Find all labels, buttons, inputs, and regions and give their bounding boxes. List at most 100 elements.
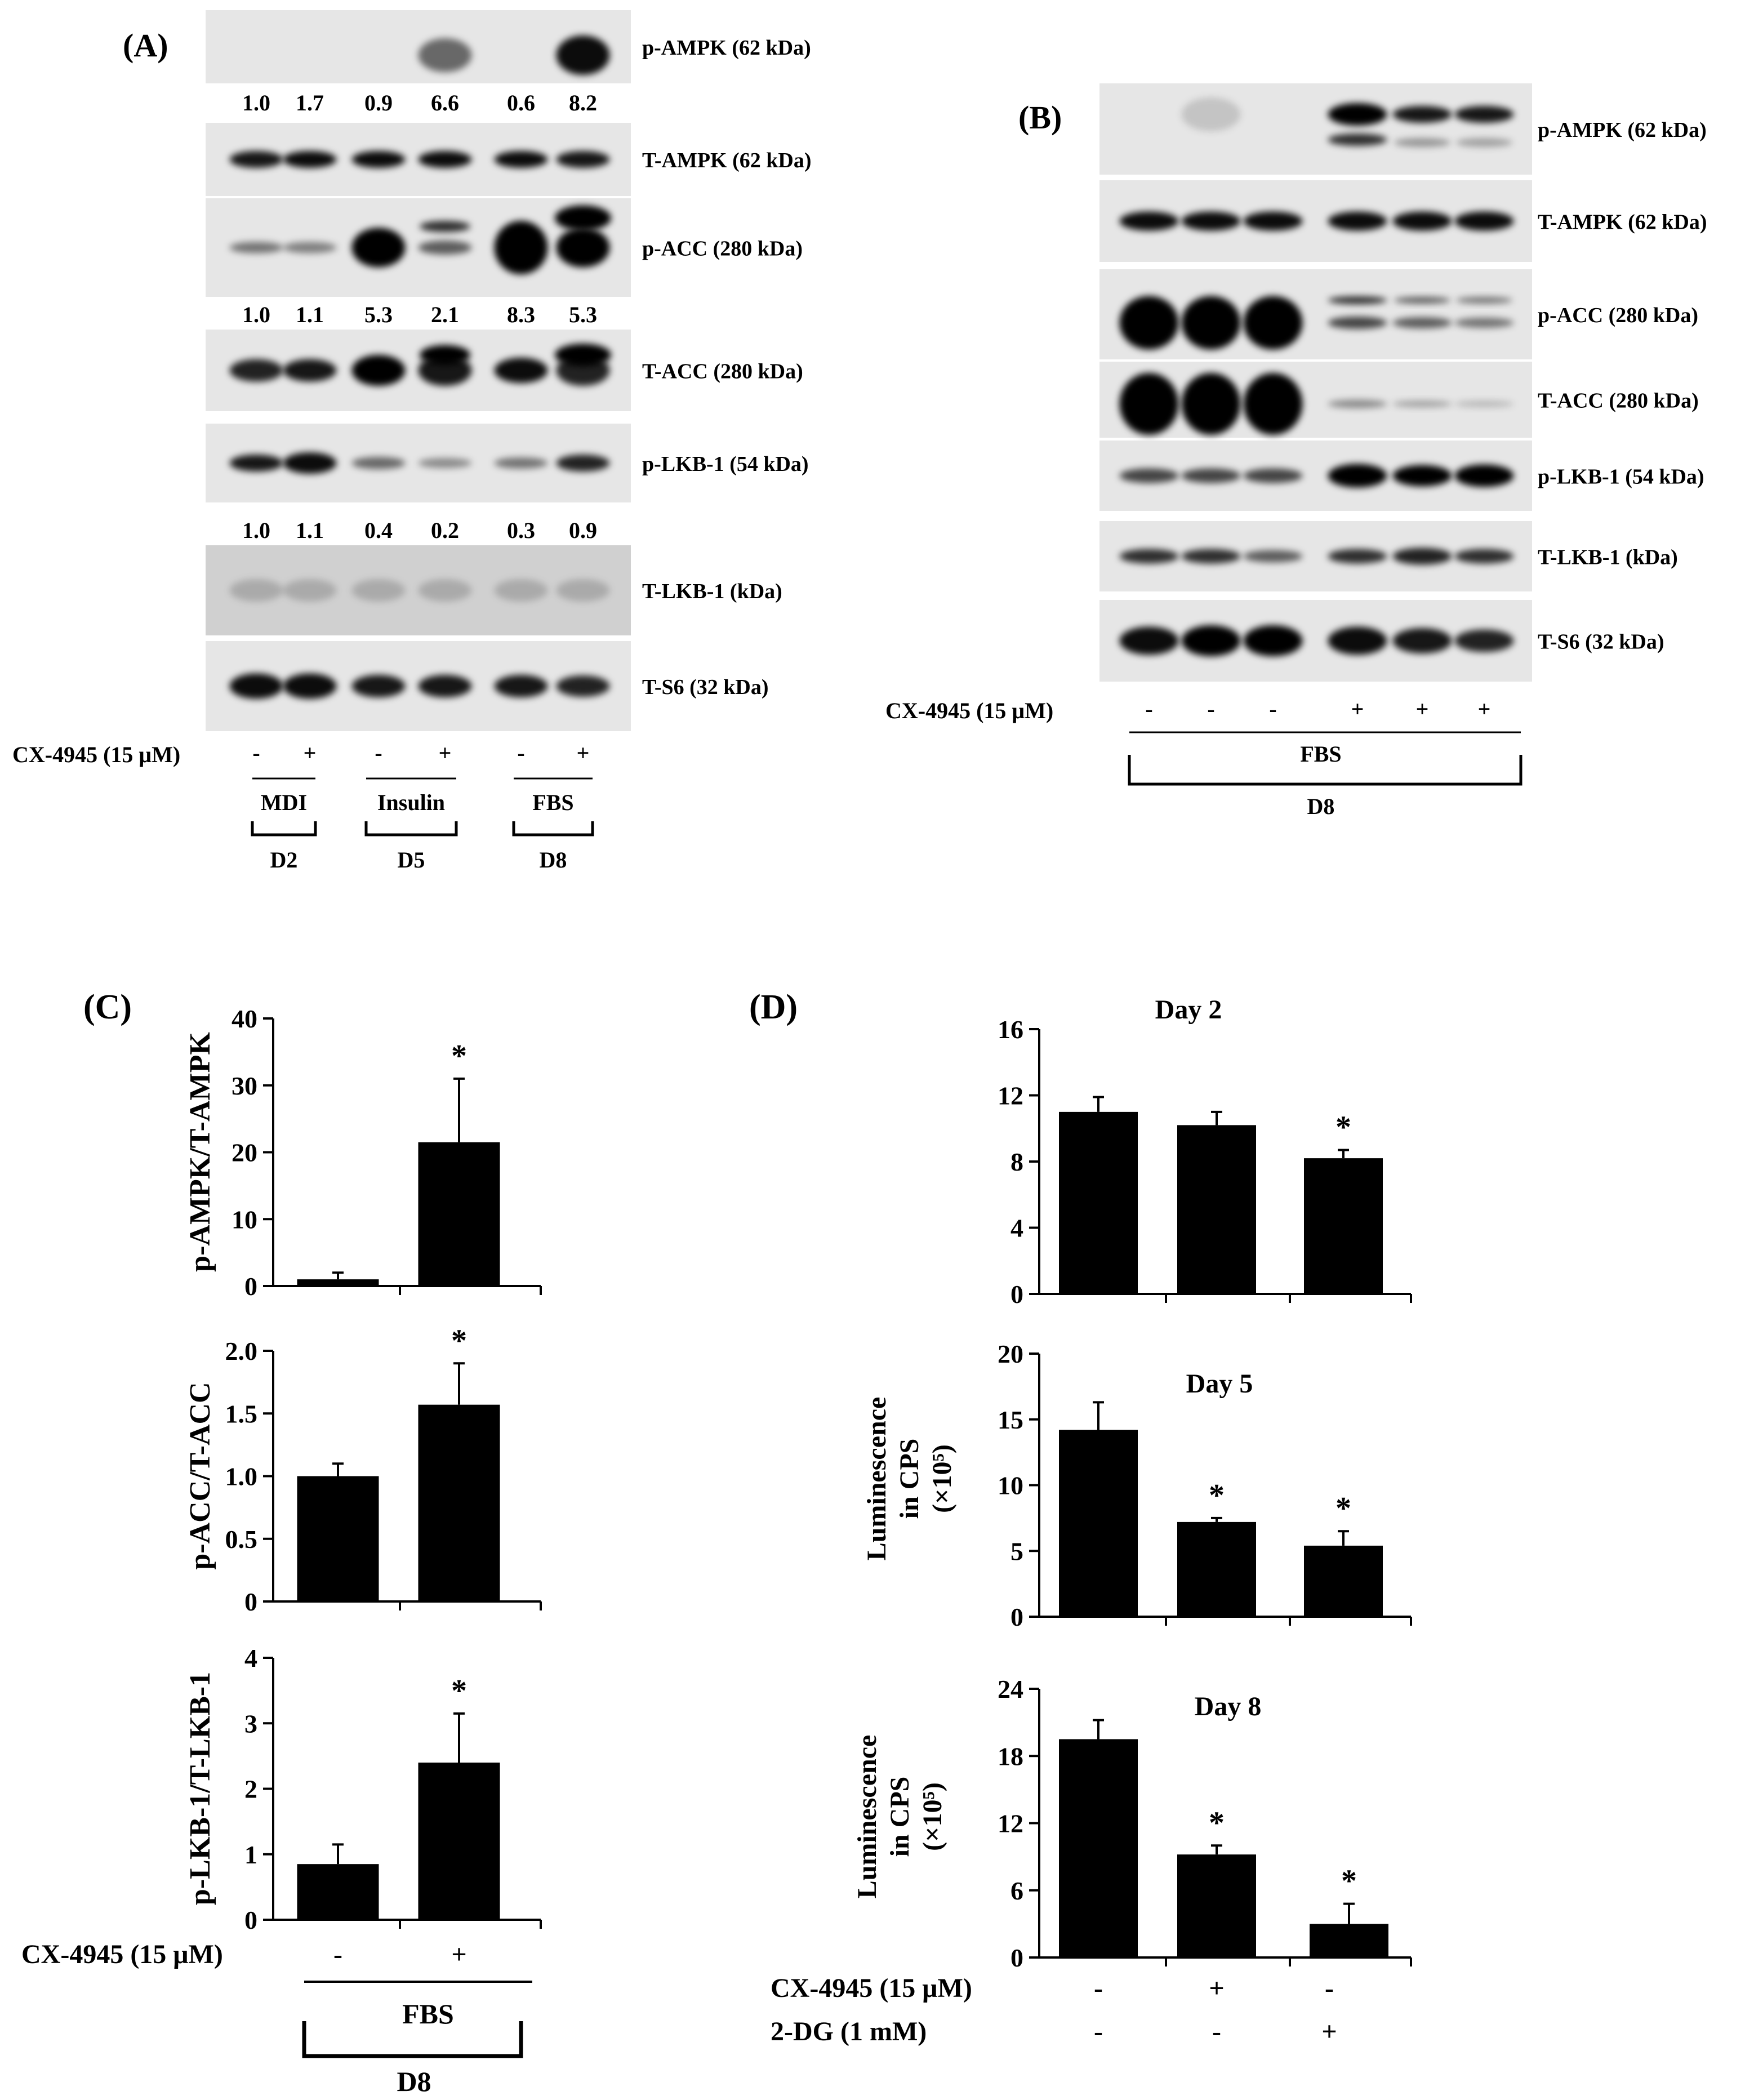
significance-marker: *: [1335, 1110, 1351, 1145]
significance-marker: *: [1209, 1805, 1225, 1840]
blot-strip-5: [1099, 441, 1532, 511]
band: [283, 673, 337, 699]
blot-strip-4: [206, 330, 631, 411]
y-tick-label: 15: [998, 1405, 1023, 1434]
band: [1328, 211, 1387, 231]
panel-a-label: (A): [123, 27, 168, 64]
day-label: D8: [540, 847, 567, 873]
y-tick-label: 20: [232, 1138, 257, 1167]
band: [1392, 548, 1452, 565]
bar: [418, 1142, 500, 1286]
bar-chart-4: 0 4 8 12 16 * Day 2: [998, 995, 1412, 1309]
band: [229, 242, 283, 253]
significance-marker: *: [451, 1323, 467, 1358]
condition-label: FBS: [1300, 741, 1341, 767]
band: [1243, 211, 1303, 231]
panel-b-western-blot: (B) p-AMPK (62 kDa) T-AMPK (62 kDa) p-ACC …: [885, 83, 1707, 819]
bar: [1177, 1521, 1256, 1617]
panel-d-2dg-label: 2-DG (1 mM): [771, 2017, 927, 2046]
band: [494, 358, 548, 383]
band: [1243, 468, 1303, 483]
y-tick-label: 20: [998, 1340, 1023, 1368]
significance-marker: *: [1335, 1491, 1351, 1526]
band: [1119, 468, 1179, 483]
treatment-sign: +: [1321, 2017, 1337, 2046]
panel-c-bar-charts: (C) 010203040*p-AMPK/T-AMPK00.51.01.52.0…: [21, 988, 542, 2097]
band: [494, 675, 548, 697]
treatment-sign: +: [1478, 696, 1491, 722]
y-tick-label: 0: [244, 1272, 257, 1301]
band: [556, 579, 610, 602]
band: [418, 38, 472, 72]
y-tick-label: 1.0: [225, 1462, 258, 1491]
band: [1392, 211, 1452, 231]
band: [1181, 468, 1241, 483]
y-tick-label: 1.5: [225, 1399, 258, 1428]
panel-b-blot-strips: [1099, 83, 1532, 682]
band: [555, 344, 611, 366]
densitometry-value: 5.3: [364, 302, 393, 327]
band: [1119, 211, 1179, 231]
blot-row-label: p-LKB-1 (54 kDa): [1538, 465, 1704, 489]
treatment-sign: -: [375, 740, 382, 766]
band: [229, 579, 283, 602]
band: [556, 455, 610, 471]
panel-d-label: (D): [749, 988, 798, 1026]
treatment-sign: -: [1207, 696, 1214, 722]
blot-row-label: p-ACC (280 kDa): [1538, 304, 1698, 327]
y-tick-label: 16: [998, 1015, 1023, 1044]
band: [229, 455, 283, 471]
band: [556, 228, 610, 268]
band: [494, 457, 548, 469]
y-tick-label: 4: [244, 1644, 257, 1672]
band: [351, 228, 406, 268]
blot-row-label: T-ACC (280 kDa): [642, 360, 803, 384]
band: [1392, 628, 1452, 653]
panel-b-label: (B): [1018, 99, 1062, 136]
band: [283, 452, 337, 474]
band: [1181, 625, 1241, 656]
densitometry-value: 2.1: [431, 302, 459, 327]
y-tick-label: 4: [1010, 1214, 1023, 1243]
blot-row-label: T-ACC (280 kDa): [1538, 389, 1699, 413]
blot-strip-7: [1099, 600, 1532, 682]
densitometry-value: 1.1: [296, 518, 324, 543]
panel-a-blot-strips: [206, 10, 631, 731]
y-tick-label: 5: [1010, 1537, 1023, 1565]
band: [283, 359, 337, 382]
treatment-sign: +: [1209, 1973, 1224, 2003]
y-tick-label: 0: [244, 1587, 257, 1616]
bar: [297, 1279, 379, 1286]
band: [1181, 296, 1241, 350]
band: [494, 221, 548, 274]
band: [1243, 625, 1303, 656]
y-tick-label: 40: [232, 1004, 257, 1033]
band: [1328, 134, 1387, 146]
y-axis-label: p-LKB-1/T-LKB-1: [184, 1672, 216, 1905]
blot-row-label: p-LKB-1 (54 kDa): [642, 452, 809, 476]
group-bracket: [512, 821, 594, 837]
blot-strip-1: [1099, 83, 1532, 175]
condition-label: MDI: [261, 790, 307, 815]
group-bracket: [364, 821, 458, 837]
band: [1243, 296, 1303, 350]
band: [351, 675, 406, 697]
blot-strip-7: [206, 641, 631, 731]
y-tick-label: 2: [244, 1775, 257, 1804]
band: [283, 151, 337, 168]
y-axis-label: in CPS: [894, 1439, 924, 1519]
blot-row-label: T-AMPK (62 kDa): [1538, 211, 1707, 234]
treatment-sign: +: [439, 740, 452, 766]
band: [229, 673, 283, 699]
y-tick-label: 6: [1010, 1876, 1023, 1905]
band: [229, 151, 283, 168]
bar: [1304, 1545, 1383, 1617]
blot-row-label: T-AMPK (62 kDa): [642, 149, 811, 172]
significance-marker: *: [1341, 1864, 1357, 1899]
y-tick-label: 12: [998, 1809, 1023, 1838]
y-tick-label: 12: [998, 1082, 1023, 1110]
band: [1181, 549, 1241, 564]
band: [1328, 399, 1387, 408]
densitometry-value: 0.9: [364, 90, 393, 115]
band: [1392, 317, 1452, 328]
